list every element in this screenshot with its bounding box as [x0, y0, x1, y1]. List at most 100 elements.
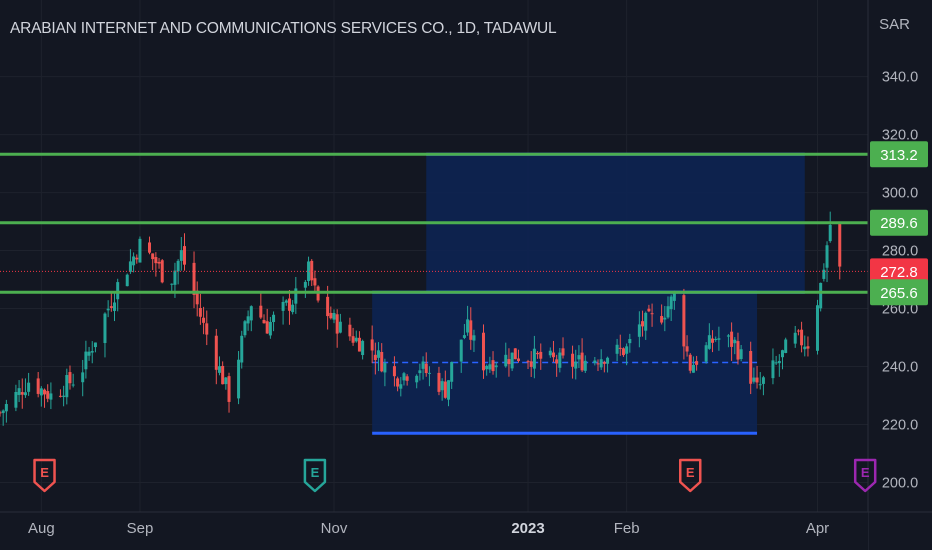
candle-body	[427, 372, 431, 374]
candle-body	[361, 340, 365, 356]
earnings-icon-label: E	[686, 465, 695, 480]
candle-body	[758, 384, 762, 386]
candle-body	[739, 349, 743, 360]
candle-body	[402, 373, 406, 381]
candle-body	[574, 361, 578, 369]
candle-body	[462, 335, 466, 338]
candle-body	[481, 332, 485, 371]
price-axis[interactable]: 200.0 220.0 240.0 260.0 280.0 300.0 320.0 340.0…	[867, 0, 932, 550]
candle-body	[179, 250, 183, 261]
candle-body	[262, 319, 266, 324]
earnings-icon: E	[853, 458, 877, 493]
candle-body	[176, 260, 180, 272]
candle-body	[513, 348, 517, 360]
candle-body	[825, 245, 829, 268]
candle-body	[815, 305, 819, 351]
candle-body	[27, 382, 31, 392]
y-tick-label: 340.0	[882, 70, 918, 86]
candle-body	[192, 262, 196, 295]
candle-body	[281, 301, 285, 311]
candle-body	[551, 352, 555, 358]
candle-body	[780, 350, 784, 358]
y-tick-label: 280.0	[882, 244, 918, 260]
candle-body	[532, 348, 536, 369]
candle-body	[265, 321, 269, 334]
candle-body	[828, 224, 832, 242]
candle-body	[383, 363, 387, 373]
candle-body	[615, 344, 619, 354]
candle-body	[338, 321, 342, 333]
candle-body	[663, 317, 667, 320]
y-tick-label: 320.0	[882, 128, 918, 144]
candle-body	[39, 388, 43, 396]
candle-body	[62, 395, 66, 397]
candle-body	[685, 346, 689, 352]
candle-body	[494, 365, 498, 368]
candle-body	[202, 317, 206, 323]
time-axis[interactable]: Aug Sep Nov 2023 Feb Apr	[0, 511, 932, 550]
candle-body	[558, 352, 562, 368]
earnings-icon: E	[33, 458, 56, 493]
candle-body	[736, 341, 740, 360]
candle-body	[135, 257, 139, 260]
candle-body	[354, 337, 358, 342]
candle-body	[485, 365, 489, 370]
candle-body	[647, 308, 651, 312]
candle-body	[641, 321, 645, 327]
candle-body	[313, 278, 317, 286]
candle-body	[838, 223, 842, 267]
candle-body	[392, 366, 396, 377]
x-tick-label: Sep	[127, 520, 154, 537]
y-tick-label: 240.0	[882, 360, 918, 376]
candle-body	[472, 335, 476, 341]
candle-body	[806, 346, 810, 349]
currency-label: SAR	[879, 16, 910, 33]
candle-body	[822, 269, 826, 279]
candle-body	[1, 410, 5, 414]
candle-body	[599, 359, 603, 368]
candle-body	[198, 308, 202, 317]
price-label: 272.8	[880, 264, 918, 281]
candle-body	[784, 339, 788, 353]
price-label-box	[870, 258, 928, 285]
candle-body	[516, 358, 520, 361]
candle-body	[113, 302, 117, 311]
horizontal-levels	[0, 152, 868, 294]
candle-body	[529, 361, 533, 367]
chart-title: ARABIAN INTERNET AND COMMUNICATIONS SERV…	[10, 20, 557, 37]
x-tick-label: 2023	[511, 520, 544, 537]
candle-body	[243, 321, 247, 336]
candle-body	[717, 338, 721, 340]
candle-body	[561, 348, 565, 356]
candle-body	[777, 360, 781, 364]
candle-body	[593, 360, 597, 364]
candle-body	[555, 359, 559, 364]
candle-body	[405, 376, 409, 381]
candle-body	[125, 274, 129, 287]
candle-body	[227, 376, 231, 402]
x-tick-label: Aug	[28, 520, 55, 537]
candle-body	[580, 352, 584, 371]
candle-body	[0, 412, 2, 414]
candle-body	[695, 361, 699, 365]
candle-body	[459, 339, 463, 362]
earnings-icon-shape	[679, 458, 702, 493]
candle-body	[326, 296, 330, 317]
candle-body	[217, 366, 221, 373]
candle-body	[752, 377, 756, 382]
candle-body	[691, 364, 695, 373]
candle-body	[618, 347, 622, 349]
earnings-icon-shape	[33, 458, 56, 493]
candle-body	[109, 306, 113, 308]
price-label-box	[870, 279, 928, 306]
candle-body	[704, 345, 708, 362]
candle-body	[437, 372, 441, 392]
candle-body	[272, 314, 276, 323]
candle-body	[418, 370, 422, 374]
candle-body	[682, 295, 686, 347]
candle-body	[447, 380, 451, 400]
earnings-icon-label: E	[40, 465, 49, 480]
candle-body	[443, 381, 447, 398]
candle-body	[504, 354, 508, 367]
